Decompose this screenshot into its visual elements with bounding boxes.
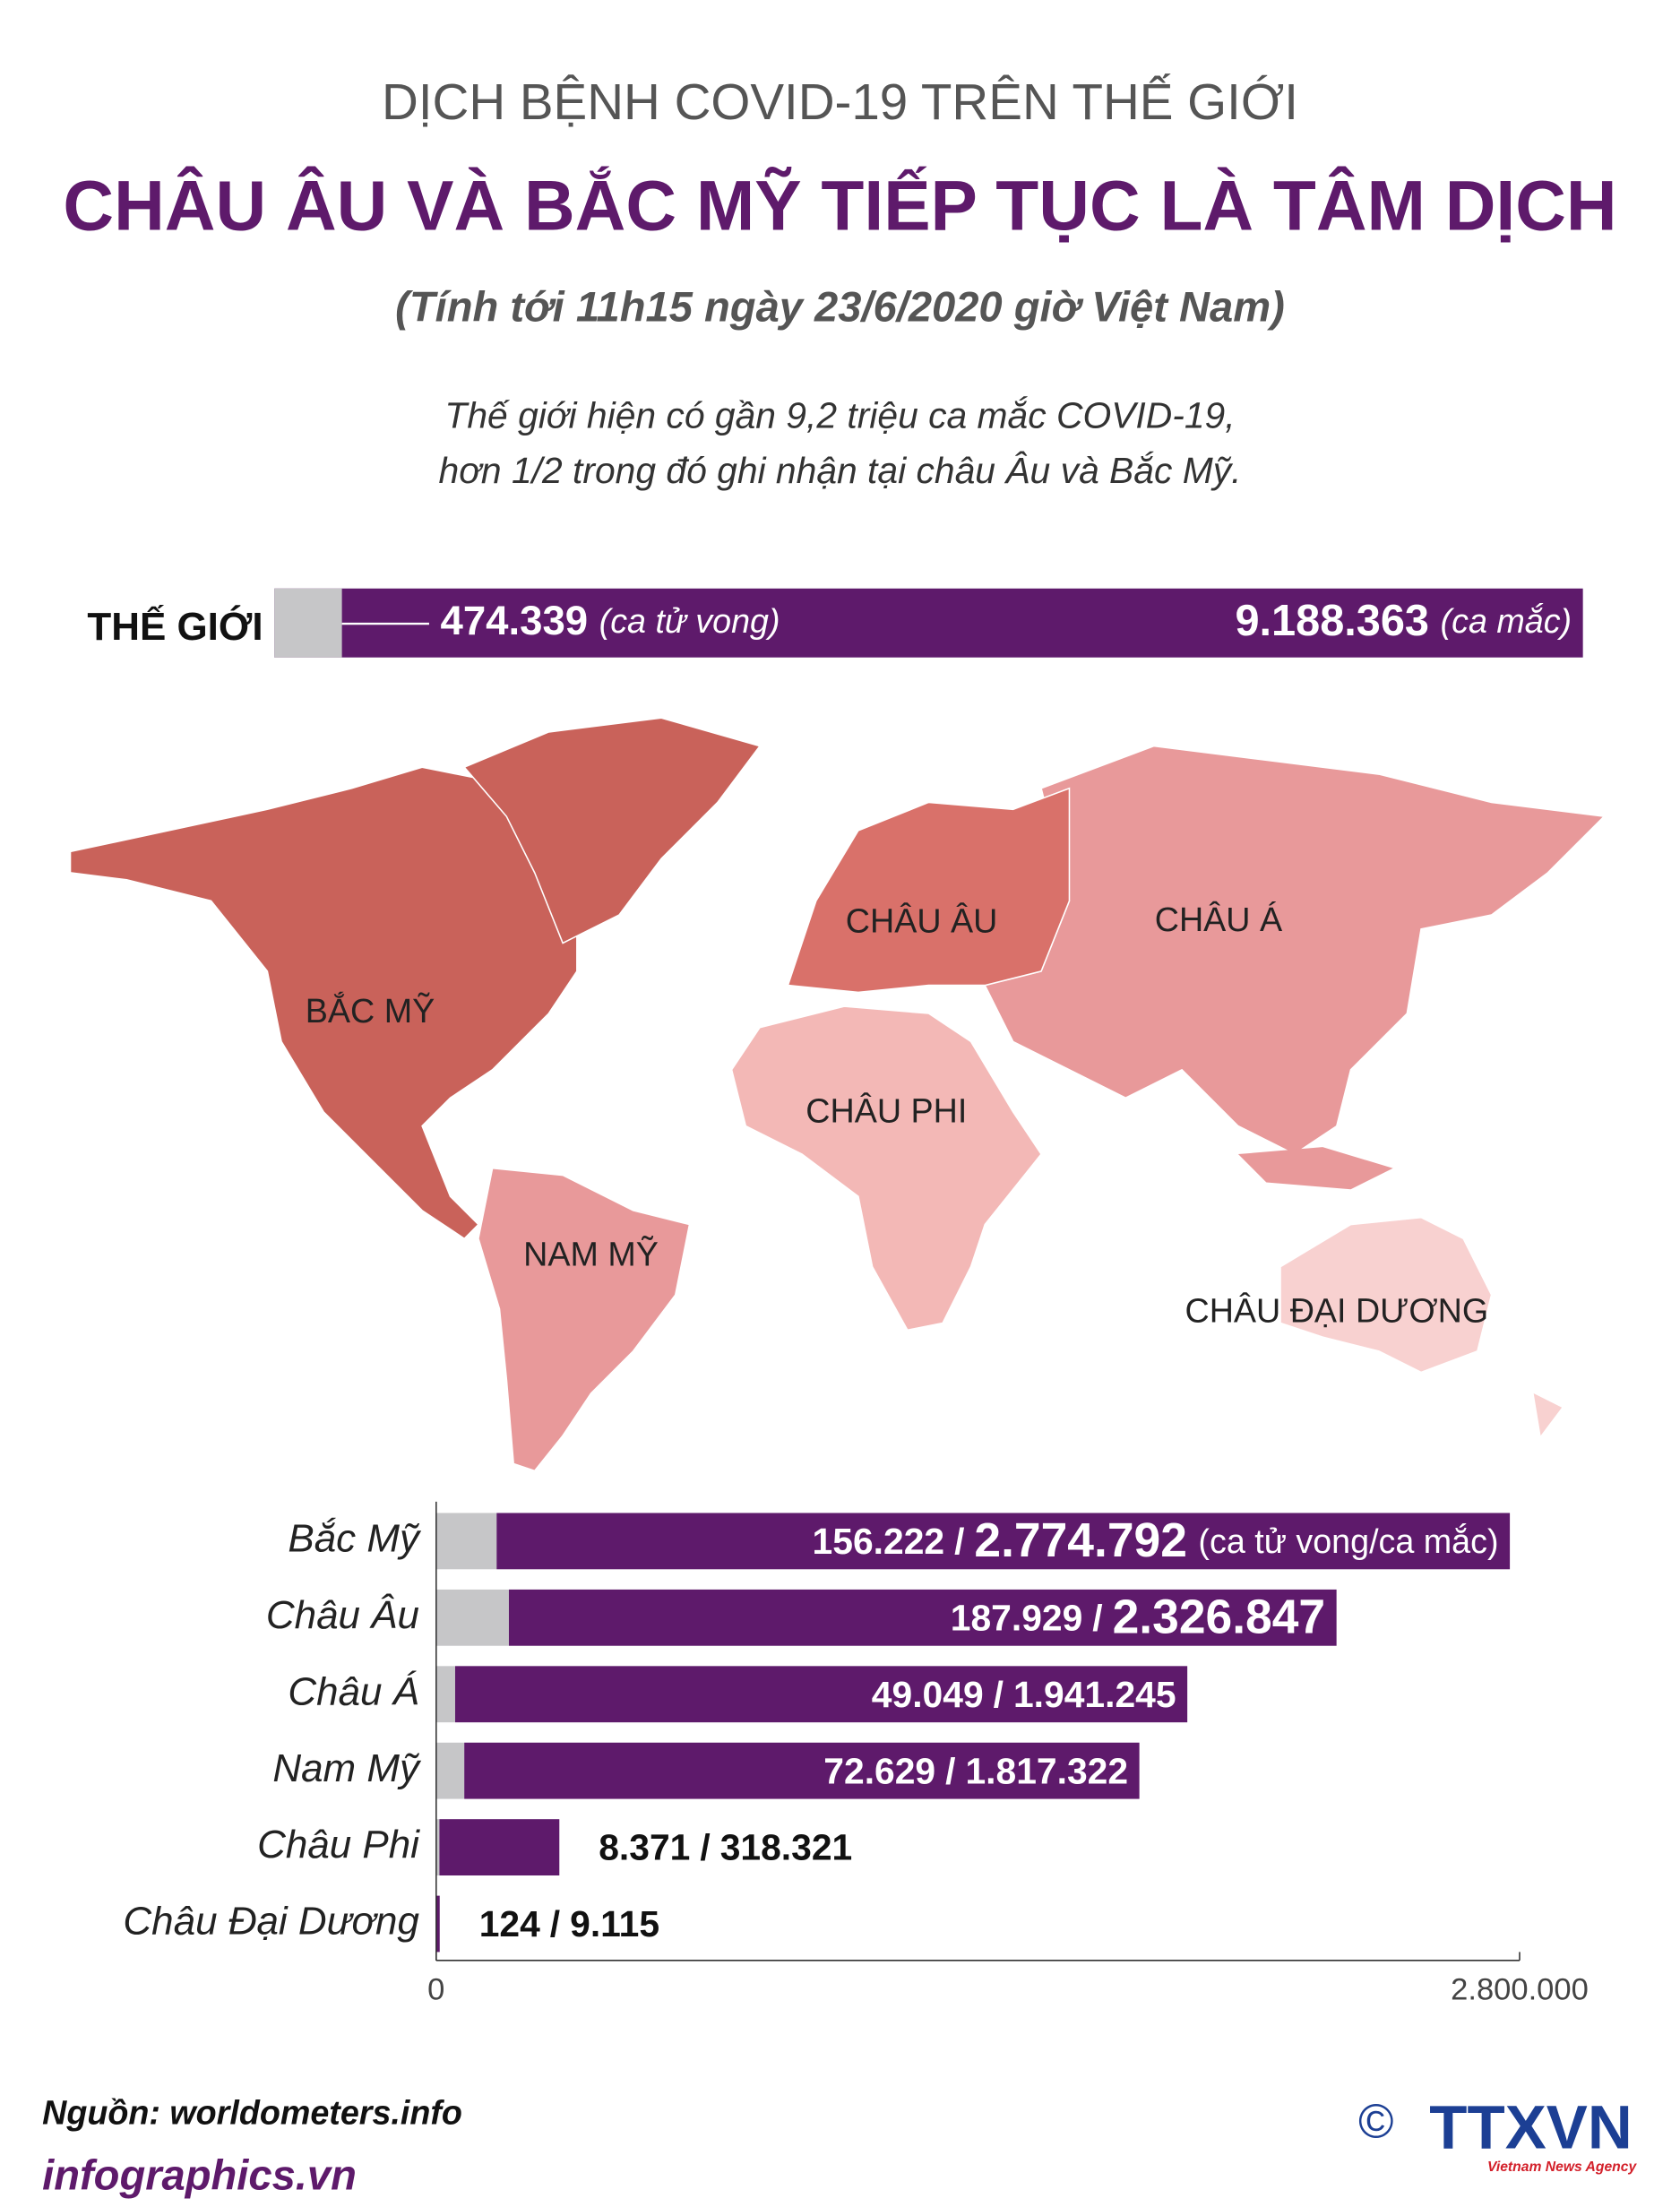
category-label: Châu Âu	[266, 1593, 419, 1637]
bar-cases	[508, 1589, 1337, 1646]
cases-value: 2.774.792	[974, 1514, 1186, 1567]
logo: TTXVN	[1429, 2092, 1632, 2162]
separator: /	[945, 1750, 955, 1791]
bar-cases	[439, 1819, 560, 1875]
indonesia	[1237, 1147, 1393, 1190]
cases-value: 1.817.322	[965, 1750, 1128, 1791]
description: hơn 1/2 trong đó ghi nhận tại châu Âu và…	[439, 450, 1242, 491]
separator: /	[954, 1521, 964, 1562]
title: CHÂU ÂU VÀ BẮC MỸ TIẾP TỤC LÀ TÂM DỊCH	[63, 167, 1616, 246]
category-label: Châu Á	[288, 1669, 419, 1713]
annotation: (ca tử vong/ca mắc)	[1198, 1522, 1498, 1560]
greenland	[462, 717, 762, 944]
value-label: 8.371/318.321	[599, 1827, 852, 1868]
separator: /	[550, 1903, 560, 1944]
category-label: Bắc Mỹ	[288, 1516, 422, 1560]
bar-cases	[454, 1666, 1188, 1723]
map-label: CHÂU PHI	[806, 1091, 967, 1129]
deaths-value: 72.629	[823, 1750, 935, 1791]
value-label: 49.049/1.941.245	[872, 1674, 1176, 1715]
separator: /	[1092, 1597, 1102, 1638]
site: infographics.vn	[42, 2151, 357, 2199]
value-label: 156.222/2.774.792 (ca tử vong/ca mắc)	[813, 1514, 1499, 1567]
world-label: THẾ GIỚI	[87, 604, 263, 649]
bar-cases	[496, 1513, 1511, 1570]
north-america	[69, 766, 578, 1240]
south-america	[478, 1167, 691, 1472]
map-label: CHÂU Á	[1155, 901, 1283, 938]
deaths-value: 124	[479, 1903, 540, 1944]
cases-value: 318.321	[720, 1827, 853, 1868]
deaths-value: 49.049	[872, 1674, 984, 1715]
unit: (ca mắc)	[1441, 602, 1572, 640]
australia	[1279, 1216, 1493, 1374]
new-zealand	[1533, 1392, 1563, 1436]
footer: Nguồn: worldometers.info infographics.vn…	[42, 2092, 1637, 2199]
copyright: ©	[1358, 2096, 1393, 2149]
kicker: DỊCH BỆNH COVID-19 TRÊN THẾ GIỚI	[382, 73, 1298, 130]
x-tick-label: 0	[427, 1973, 444, 2007]
africa	[730, 1005, 1043, 1332]
cases-value: 2.326.847	[1113, 1591, 1325, 1644]
value-label: 72.629/1.817.322	[823, 1750, 1128, 1791]
category-label: Châu Phi	[257, 1823, 420, 1866]
map-label: BẮC MỸ	[306, 992, 435, 1030]
bar-deaths	[435, 1589, 509, 1646]
world-bar-group: THẾ GIỚI 474.339 (ca tử vong) 9.188.363 (ca…	[87, 588, 1583, 658]
separator: /	[700, 1827, 710, 1868]
x-tick-label: 2.800.000	[1451, 1973, 1589, 2007]
world-cases-label: 9.188.363 (ca mắc)	[1235, 597, 1572, 645]
deaths-value: 156.222	[813, 1521, 945, 1562]
bar-cases	[464, 1742, 1140, 1799]
category-label: Châu Đại Dương	[123, 1900, 419, 1944]
europe	[787, 787, 1071, 994]
category-label: Nam Mỹ	[272, 1746, 422, 1790]
map-label: CHÂU ÂU	[846, 901, 998, 939]
map-label: NAM MỸ	[523, 1236, 659, 1273]
subtitle: (Tính tới 11h15 ngày 23/6/2020 giờ Việt …	[395, 282, 1285, 330]
world-deaths-bar	[274, 588, 342, 658]
value-label: 187.929/ 2.326.847	[951, 1591, 1325, 1644]
world-cases-bar	[274, 588, 1583, 658]
bar-deaths	[435, 1513, 497, 1570]
description: Thế giới hiện có gần 9,2 triệu ca mắc CO…	[444, 395, 1235, 436]
map-label: CHÂU ĐẠI DƯƠNG	[1185, 1291, 1488, 1329]
world-deaths-label: 474.339 (ca tử vong)	[441, 598, 780, 643]
deaths-value: 8.371	[599, 1827, 690, 1868]
world-map	[69, 717, 1606, 1472]
cases-value: 1.941.245	[1013, 1674, 1176, 1715]
agency: Vietnam News Agency	[1487, 2160, 1638, 2175]
bar-cases	[435, 1895, 440, 1953]
value: 9.188.363	[1235, 597, 1429, 645]
bar-deaths	[435, 1742, 465, 1799]
bar-deaths	[435, 1819, 440, 1875]
source: Nguồn: worldometers.info	[42, 2094, 462, 2132]
cases-value: 9.115	[570, 1903, 659, 1944]
value-label: 124/9.115	[479, 1903, 659, 1944]
value: 474.339	[441, 598, 589, 643]
unit: (ca tử vong)	[599, 602, 780, 640]
deaths-value: 187.929	[951, 1597, 1083, 1638]
separator: /	[994, 1674, 1004, 1715]
bar-deaths	[435, 1666, 455, 1723]
asia	[984, 745, 1606, 1155]
